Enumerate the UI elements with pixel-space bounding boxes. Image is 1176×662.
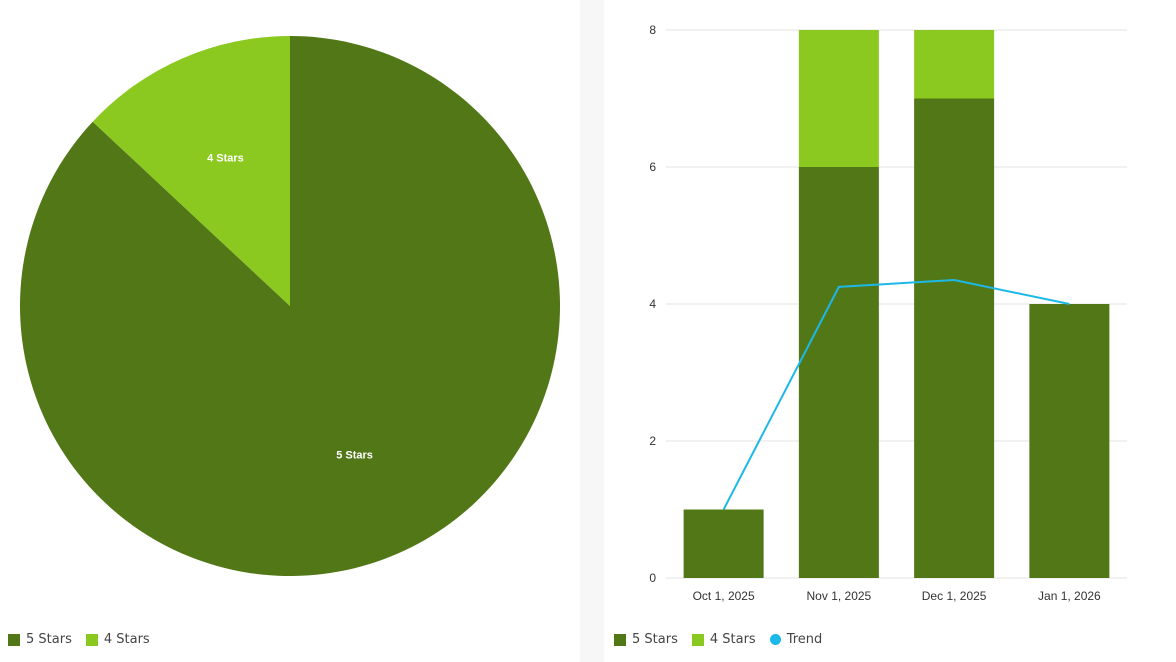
pie-legend-label-5-stars: 5 Stars — [26, 632, 72, 647]
pie-slice-4-stars[interactable] — [92, 36, 290, 306]
bar-legend-label-5-stars: 5 Stars — [632, 632, 678, 647]
pie-legend-item-4-stars[interactable]: 4 Stars — [85, 632, 150, 647]
pie-legend: 5 Stars 4 Stars — [8, 632, 150, 647]
x-tick-label-oct-1-2025: Oct 1, 2025 — [693, 589, 755, 603]
bar-legend: 5 Stars 4 Stars Trend — [614, 632, 822, 647]
bar-legend-swatch-4-stars — [691, 633, 704, 646]
bar-legend-dot-trend — [769, 634, 781, 645]
y-tick-label-6: 6 — [649, 160, 656, 174]
bar-chart-panel: 0 2 4 6 8 Oct 1, 2025 Nov 1, 2025 Dec 1, 2025 Ja… — [604, 0, 1176, 662]
pie-slice-5-stars[interactable] — [19, 36, 560, 576]
x-tick-label-nov-1-2025: Nov 1, 2025 — [807, 589, 872, 603]
bar-legend-item-4-stars[interactable]: 4 Stars — [691, 632, 756, 647]
bar-legend-swatch-5-stars — [614, 633, 626, 646]
x-tick-label-dec-1-2025: Dec 1, 2025 — [922, 589, 987, 603]
bar-4-stars-dec-1-2025[interactable] — [914, 30, 995, 99]
stacked-bar-chart: 0 2 4 6 8 Oct 1, 2025 Nov 1, 2025 Dec 1, 2025 Ja… — [649, 23, 1127, 603]
bar-5-stars-nov-1-2025[interactable] — [798, 167, 879, 578]
pie-slice-label-5-stars: 5 Stars — [336, 450, 373, 462]
bar-legend-item-trend[interactable]: Trend — [769, 632, 823, 647]
bar-legend-label-4-stars: 4 Stars — [709, 632, 756, 647]
bar-5-stars-oct-1-2025[interactable] — [683, 509, 764, 579]
pie-legend-swatch-5-stars — [8, 633, 20, 646]
pie-slice-label-4-stars: 4 Stars — [207, 152, 244, 164]
pie-legend-label-4-stars: 4 Stars — [103, 632, 150, 647]
pie-chart: 5 Stars 4 Stars — [19, 36, 560, 576]
bar-5-stars-dec-1-2025[interactable] — [914, 98, 995, 579]
trend-line[interactable] — [722, 279, 1070, 510]
y-tick-label-4: 4 — [649, 297, 656, 311]
bar-4-stars-nov-1-2025[interactable] — [798, 30, 879, 167]
y-tick-label-8: 8 — [649, 23, 656, 37]
bar-legend-label-trend: Trend — [786, 632, 823, 647]
y-tick-label-2: 2 — [649, 434, 656, 448]
pie-legend-item-5-stars[interactable]: 5 Stars — [8, 632, 72, 647]
pie-chart-panel: 5 Stars 4 Stars 5 Stars 4 Stars — [0, 0, 580, 662]
x-tick-label-jan-1-2026: Jan 1, 2026 — [1038, 589, 1101, 603]
y-tick-label-0: 0 — [649, 571, 656, 585]
bar-5-stars-jan-1-2026[interactable] — [1029, 304, 1110, 578]
bar-legend-item-5-stars[interactable]: 5 Stars — [614, 632, 678, 647]
pie-legend-swatch-4-stars — [85, 633, 98, 646]
